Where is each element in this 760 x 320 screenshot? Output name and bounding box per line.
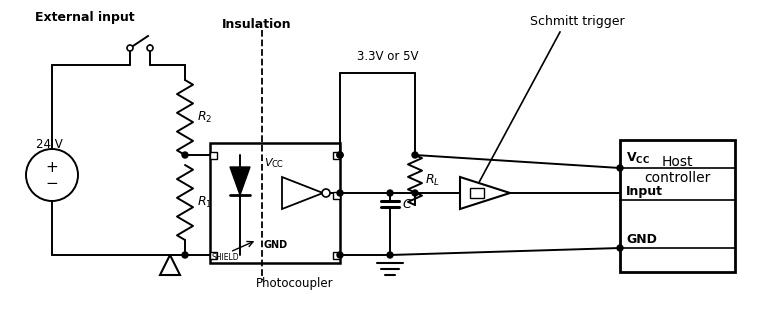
Polygon shape [460,177,510,209]
Circle shape [337,152,343,158]
Text: +: + [46,161,59,175]
Circle shape [322,189,330,197]
Polygon shape [282,177,323,209]
Circle shape [387,190,393,196]
Text: SHIELD: SHIELD [212,252,239,261]
Text: −: − [46,175,59,190]
Text: controller: controller [644,171,711,185]
Bar [333,151,340,158]
Text: $R_1$: $R_1$ [197,195,212,210]
Bar [333,191,340,198]
Circle shape [127,45,133,51]
Text: $R_L$: $R_L$ [425,172,440,188]
Bar [620,140,735,272]
Text: V: V [264,158,271,168]
Circle shape [26,149,78,201]
Text: Photocoupler: Photocoupler [256,276,334,290]
Bar [470,188,484,198]
Text: Host: Host [662,155,693,169]
Text: C: C [402,197,410,211]
Bar [210,252,217,259]
Circle shape [337,152,343,158]
Polygon shape [230,167,250,195]
Text: $\mathbf{V}_{\mathbf{CC}}$: $\mathbf{V}_{\mathbf{CC}}$ [626,151,650,166]
Circle shape [147,45,153,51]
Text: Insulation: Insulation [222,19,292,31]
Text: GND: GND [626,233,657,246]
Circle shape [337,252,343,258]
Bar [333,252,340,259]
Polygon shape [160,255,180,275]
Text: Input: Input [626,185,663,198]
Circle shape [617,245,623,251]
Text: External input: External input [35,12,135,25]
Text: GND: GND [264,240,288,250]
Bar [210,151,217,158]
Circle shape [412,152,418,158]
Circle shape [412,190,418,196]
Text: $R_2$: $R_2$ [197,109,212,124]
Circle shape [182,252,188,258]
Text: Schmitt trigger: Schmitt trigger [530,15,625,28]
Circle shape [337,190,343,196]
Bar [210,143,340,263]
Text: 3.3V or 5V: 3.3V or 5V [356,50,418,63]
Circle shape [182,152,188,158]
Circle shape [617,165,623,171]
Text: 24 V: 24 V [36,139,62,151]
Circle shape [387,252,393,258]
Text: CC: CC [271,160,283,169]
